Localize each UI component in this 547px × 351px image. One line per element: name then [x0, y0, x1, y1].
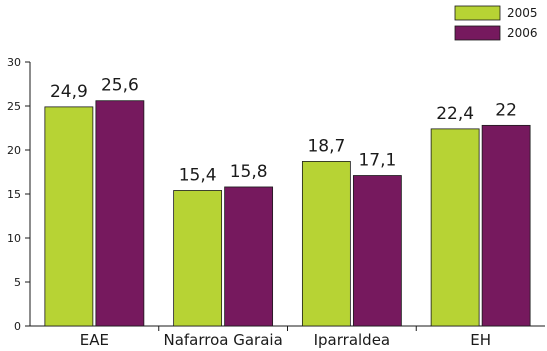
- data-label: 15,8: [230, 162, 268, 182]
- y-tick-label: 25: [7, 100, 21, 113]
- data-label: 24,9: [50, 82, 88, 102]
- x-tick-label: Nafarroa Garaia: [163, 331, 282, 349]
- legend-label: 2005: [507, 6, 538, 20]
- bar-2005-3: [430, 128, 480, 327]
- bar-2006-0: [95, 100, 145, 327]
- x-tick-label: EAE: [80, 331, 109, 349]
- data-label: 17,1: [358, 151, 396, 171]
- y-tick-label: 15: [7, 188, 21, 201]
- x-tick-label: Iparraldea: [314, 331, 391, 349]
- bars: [44, 100, 531, 327]
- bar-2005-1: [173, 190, 223, 327]
- bar-2005-0: [44, 106, 94, 327]
- bar-2006-3: [481, 124, 531, 327]
- legend-label: 2006: [507, 26, 538, 40]
- y-tick-label: 30: [7, 56, 21, 69]
- data-label: 25,6: [101, 76, 139, 96]
- y-axis: 0 5 10 15 20 25 30: [7, 56, 31, 333]
- y-tick-label: 10: [7, 232, 21, 245]
- data-label: 15,4: [179, 165, 217, 185]
- bar-2006-1: [224, 186, 274, 327]
- data-labels: 24,9 25,6 15,4 15,8 18,7 17,1 22,4 22: [50, 76, 517, 186]
- legend-swatch-2005: [454, 5, 501, 21]
- y-tick-label: 5: [14, 276, 21, 289]
- bar-2006-2: [352, 175, 402, 327]
- data-label: 22,4: [436, 104, 474, 124]
- y-tick-label: 0: [14, 320, 21, 333]
- x-axis: EAE Nafarroa Garaia Iparraldea EH: [30, 325, 545, 349]
- legend-swatch-2006: [454, 25, 501, 41]
- bar-2005-2: [301, 161, 351, 327]
- x-tick-label: EH: [470, 331, 491, 349]
- legend: 2005 2006: [454, 5, 538, 41]
- data-label: 22: [495, 100, 517, 120]
- data-label: 18,7: [307, 136, 345, 156]
- y-tick-label: 20: [7, 144, 21, 157]
